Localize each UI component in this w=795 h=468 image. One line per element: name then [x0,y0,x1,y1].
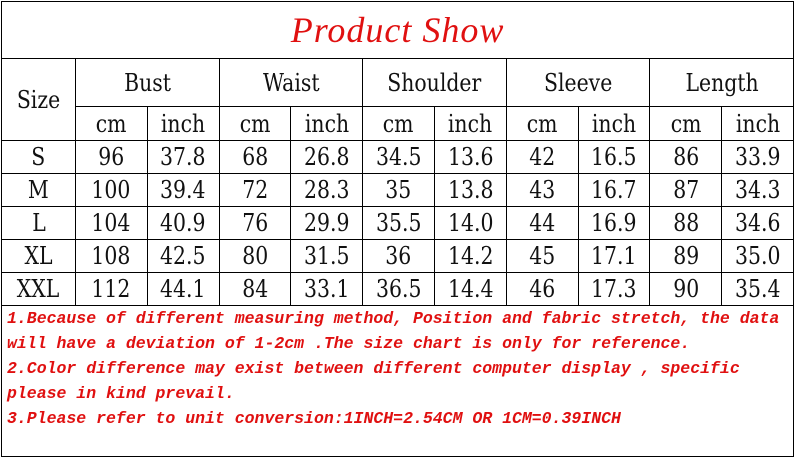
unit-header: cm [505,106,579,141]
value-cell: 87 [649,173,723,207]
value-cell: 43 [505,173,579,207]
unit-header: inch [577,106,651,141]
value-cell: 84 [218,272,292,306]
value-cell: 104 [75,206,148,240]
value-cell: 44 [505,206,579,240]
value-cell: 42.5 [146,239,220,273]
value-cell: 37.8 [146,140,220,174]
value-cell: 46 [505,272,579,306]
value-cell: 39.4 [146,173,220,207]
size-header: Size [1,58,76,141]
value-cell: 36.5 [362,272,435,306]
value-cell: 34.6 [721,206,795,240]
unit-header: inch [290,106,364,141]
value-cell: 112 [75,272,148,306]
value-cell: 13.6 [433,140,507,174]
value-cell: 80 [218,239,292,273]
value-cell: 72 [218,173,292,207]
unit-header: cm [362,106,435,141]
value-cell: 96 [75,140,148,174]
size-cell: M [1,173,76,207]
value-cell: 34.5 [362,140,435,174]
value-cell: 14.2 [433,239,507,273]
value-cell: 29.9 [290,206,364,240]
unit-header: cm [649,106,723,141]
value-cell: 35 [362,173,435,207]
size-cell: XL [1,239,76,273]
size-cell: XXL [1,272,76,306]
size-cell: L [1,206,76,240]
note-3: 3.Please refer to unit conversion:1INCH=… [7,409,621,428]
value-cell: 44.1 [146,272,220,306]
value-cell: 33.9 [721,140,795,174]
unit-header: inch [433,106,507,141]
value-cell: 34.3 [721,173,795,207]
unit-header: inch [146,106,220,141]
value-cell: 35.5 [362,206,435,240]
value-cell: 14.4 [433,272,507,306]
note-1: 1.Because of different measuring method,… [7,309,790,353]
value-cell: 35.0 [721,239,795,273]
note-2: 2.Color difference may exist between dif… [7,359,750,403]
value-cell: 33.1 [290,272,364,306]
unit-header: cm [75,106,148,141]
value-cell: 88 [649,206,723,240]
value-cell: 28.3 [290,173,364,207]
value-cell: 17.1 [577,239,651,273]
value-cell: 35.4 [721,272,795,306]
value-cell: 76 [218,206,292,240]
value-cell: 90 [649,272,723,306]
value-cell: 14.0 [433,206,507,240]
header-sleeve: Sleeve [505,58,651,107]
header-bust: Bust [75,58,220,107]
value-cell: 40.9 [146,206,220,240]
unit-header: cm [218,106,292,141]
notes: 1.Because of different measuring method,… [0,305,795,457]
table-row: XL 108 42.5 80 31.5 36 14.2 45 17.1 89 35.0 [1,239,795,273]
table-row: XXL 112 44.1 84 33.1 36.5 14.4 46 17.3 90 35.4 [1,272,795,306]
value-cell: 16.5 [577,140,651,174]
value-cell: 45 [505,239,579,273]
table-row: L 104 40.9 76 29.9 35.5 14.0 44 16.9 88 34.6 [1,206,795,240]
chart-title: Product Show [0,1,795,59]
size-cell: S [1,140,76,174]
header-shoulder: Shoulder [362,58,507,107]
table-row: S 96 37.8 68 26.8 34.5 13.6 42 16.5 86 33.9 [1,140,795,174]
value-cell: 26.8 [290,140,364,174]
value-cell: 42 [505,140,579,174]
value-cell: 16.7 [577,173,651,207]
value-cell: 108 [75,239,148,273]
value-cell: 31.5 [290,239,364,273]
unit-header: inch [721,106,795,141]
value-cell: 89 [649,239,723,273]
value-cell: 100 [75,173,148,207]
value-cell: 13.8 [433,173,507,207]
value-cell: 16.9 [577,206,651,240]
table-row: M 100 39.4 72 28.3 35 13.8 43 16.7 87 34.3 [1,173,795,207]
header-length: Length [649,58,795,107]
header-waist: Waist [218,58,364,107]
value-cell: 36 [362,239,435,273]
size-table: Product Show Size Bust Waist Shoulder Sleev… [0,1,795,457]
value-cell: 17.3 [577,272,651,306]
value-cell: 86 [649,140,723,174]
value-cell: 68 [218,140,292,174]
